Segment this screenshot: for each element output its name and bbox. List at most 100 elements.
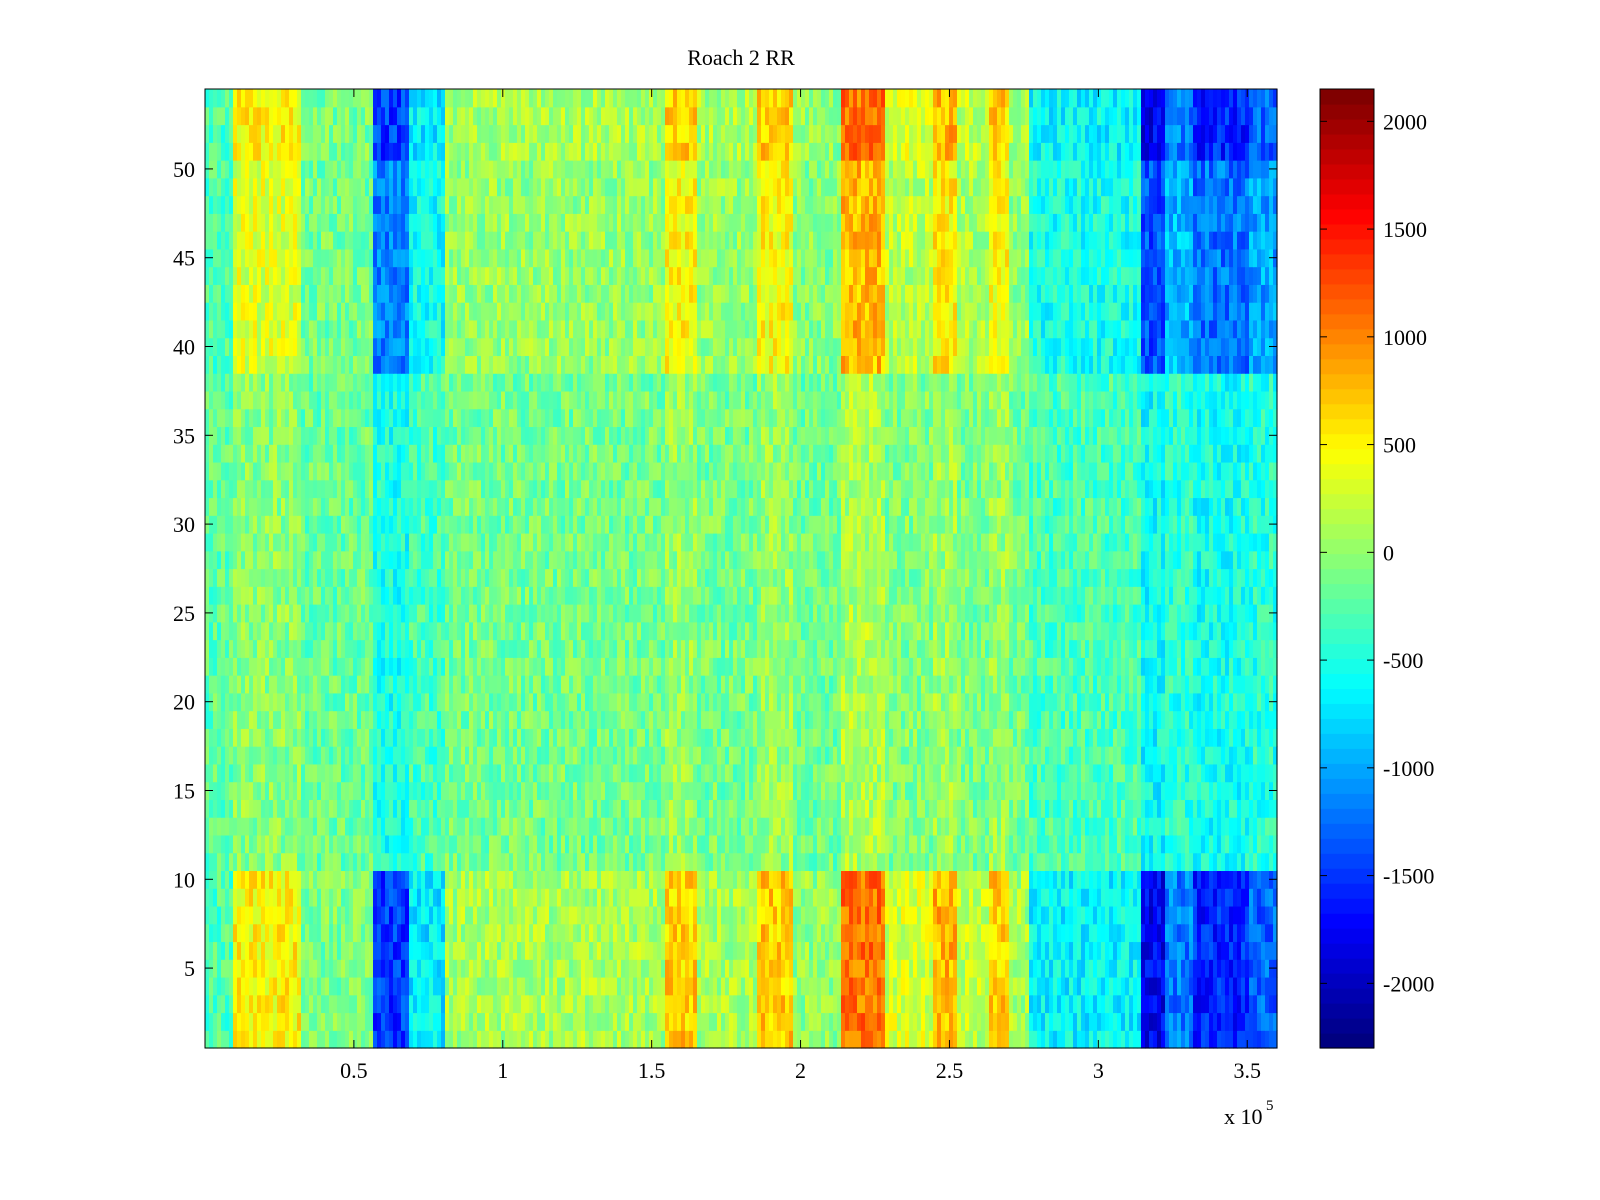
heatmap-cell: [213, 817, 218, 836]
heatmap-cell: [269, 905, 274, 925]
heatmap-cell: [285, 728, 290, 747]
heatmap-cell: [237, 799, 242, 818]
heatmap-cell: [1189, 799, 1194, 818]
heatmap-cell: [949, 746, 954, 765]
heatmap-cell: [1065, 1012, 1070, 1031]
heatmap-cell: [641, 994, 646, 1014]
heatmap-cell: [861, 817, 866, 836]
heatmap-cell: [581, 1030, 586, 1049]
heatmap-cell: [225, 781, 230, 800]
heatmap-cell: [513, 746, 518, 765]
heatmap-cell: [877, 941, 882, 960]
heatmap-cell: [1257, 923, 1262, 943]
heatmap-cell: [593, 888, 598, 907]
heatmap-cell: [693, 781, 698, 800]
heatmap-cell: [673, 888, 678, 907]
heatmap-cell: [633, 710, 638, 729]
heatmap-cell: [489, 994, 494, 1014]
heatmap-cell: [337, 710, 342, 729]
heatmap-cell: [981, 870, 986, 889]
heatmap-cell: [765, 976, 770, 996]
heatmap-cell: [949, 799, 954, 818]
heatmap-cell: [1113, 834, 1118, 854]
heatmap-cell: [885, 870, 890, 889]
heatmap-cell: [1121, 834, 1126, 854]
heatmap-cell: [641, 976, 646, 996]
heatmap-cell: [233, 746, 238, 765]
heatmap-cell: [609, 1012, 614, 1031]
heatmap-cell: [245, 888, 250, 907]
heatmap-cell: [309, 888, 314, 907]
heatmap-cell: [1237, 923, 1242, 943]
heatmap-cell: [429, 959, 434, 978]
heatmap-cell: [1157, 1030, 1162, 1049]
heatmap-cell: [841, 994, 846, 1014]
heatmap-cell: [1265, 817, 1270, 836]
heatmap-cell: [849, 959, 854, 978]
heatmap-cell: [881, 799, 886, 818]
heatmap-cell: [633, 799, 638, 818]
heatmap-cell: [1161, 941, 1166, 960]
heatmap-cell: [657, 923, 662, 943]
heatmap-cell: [1089, 888, 1094, 907]
heatmap-cell: [869, 888, 874, 907]
heatmap-cell: [1165, 763, 1170, 783]
heatmap-cell: [869, 710, 874, 729]
heatmap-cell: [1009, 781, 1014, 800]
heatmap-cell: [365, 905, 370, 925]
heatmap-cell: [205, 905, 210, 925]
heatmap-cell: [781, 976, 786, 996]
heatmap-cell: [529, 976, 534, 996]
heatmap-cell: [805, 976, 810, 996]
heatmap-cell: [1125, 834, 1130, 854]
heatmap-cell: [489, 923, 494, 943]
heatmap-cell: [1113, 728, 1118, 747]
heatmap-cell: [1077, 799, 1082, 818]
heatmap-cell: [821, 941, 826, 960]
heatmap-cell: [933, 852, 938, 872]
heatmap-cell: [641, 852, 646, 872]
heatmap-cell: [585, 1012, 590, 1031]
heatmap-cell: [345, 763, 350, 783]
heatmap-cell: [1217, 1030, 1222, 1049]
heatmap-cell: [477, 941, 482, 960]
heatmap-cell: [1057, 1012, 1062, 1031]
heatmap-cell: [441, 817, 446, 836]
heatmap-cell: [701, 888, 706, 907]
heatmap-cell: [1165, 852, 1170, 872]
heatmap-cell: [397, 923, 402, 943]
heatmap-cell: [325, 959, 330, 978]
heatmap-cell: [373, 959, 378, 978]
heatmap-cell: [269, 781, 274, 800]
heatmap-cell: [217, 870, 222, 889]
heatmap-cell: [961, 728, 966, 747]
heatmap-cell: [901, 817, 906, 836]
heatmap-cell: [725, 994, 730, 1014]
heatmap-cell: [437, 781, 442, 800]
heatmap-cell: [1233, 959, 1238, 978]
heatmap-cell: [245, 710, 250, 729]
heatmap-cell: [245, 976, 250, 996]
heatmap-cell: [853, 799, 858, 818]
heatmap-cell: [925, 905, 930, 925]
heatmap-cell: [293, 817, 298, 836]
heatmap-cell: [673, 994, 678, 1014]
heatmap-cell: [445, 976, 450, 996]
heatmap-cell: [377, 976, 382, 996]
heatmap-cell: [653, 959, 658, 978]
heatmap-cell: [1009, 994, 1014, 1014]
heatmap-cell: [645, 941, 650, 960]
heatmap-cell: [957, 852, 962, 872]
heatmap-cell: [1229, 817, 1234, 836]
heatmap-cell: [249, 781, 254, 800]
heatmap-cell: [285, 799, 290, 818]
heatmap-cell: [397, 1012, 402, 1031]
heatmap-cell: [557, 923, 562, 943]
heatmap-cell: [1097, 817, 1102, 836]
heatmap-cell: [941, 763, 946, 783]
heatmap-cell: [669, 1030, 674, 1049]
heatmap-cell: [389, 834, 394, 854]
heatmap-cell: [813, 763, 818, 783]
heatmap-cell: [709, 763, 714, 783]
